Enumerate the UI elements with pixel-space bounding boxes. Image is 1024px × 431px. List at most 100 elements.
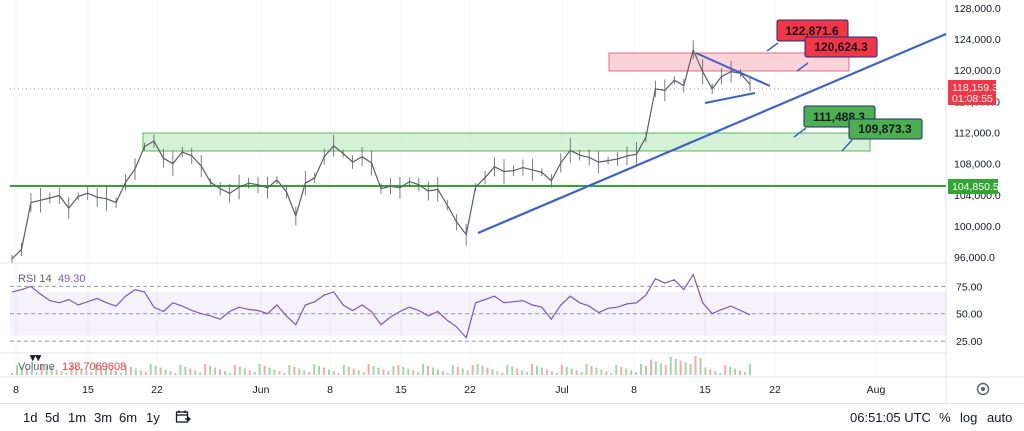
volume-bar — [714, 371, 717, 375]
volume-bar — [446, 373, 449, 375]
bottom-toolbar: 1d 5d 1m 3m 6m 1y 06:51:05 UTC % log aut… — [0, 403, 1024, 431]
volume-bar — [115, 371, 118, 375]
price-tick-label: 112,000.0 — [954, 128, 1000, 140]
timeframe-1d[interactable]: 1d — [23, 410, 38, 425]
volume-bar — [625, 368, 628, 375]
volume-bar — [85, 370, 88, 375]
volume-bar — [402, 366, 405, 375]
volume-bar — [531, 364, 534, 375]
price-countdown: 01:08:55 — [952, 93, 993, 105]
volume-bar — [610, 373, 613, 375]
volume-bar — [139, 370, 142, 375]
volume-bar — [630, 370, 633, 375]
x-tick-label: 8 — [327, 384, 333, 396]
price-tick-label: 108,000.0 — [954, 159, 1001, 171]
volume-bar — [268, 367, 271, 375]
volume-bar — [35, 372, 38, 375]
log-scale-toggle[interactable]: log — [960, 410, 978, 425]
triangle-lower-line[interactable] — [704, 92, 756, 104]
support-level-badge: 104,850.5 — [948, 179, 999, 194]
volume-bar — [298, 368, 301, 375]
volume-value: 138.7069608 — [62, 361, 126, 373]
volume-bar — [45, 365, 48, 375]
volume-bar — [179, 364, 182, 375]
rsi-label: RSI 14 — [18, 273, 52, 285]
volume-bar — [620, 366, 623, 375]
volume-bar — [273, 369, 276, 375]
volume-bar — [263, 365, 266, 375]
callout-109873[interactable]: 109,873.3 — [848, 118, 923, 140]
volume-bar — [223, 371, 226, 375]
auto-scale-toggle[interactable]: auto — [987, 410, 1013, 425]
volume-bar — [144, 372, 147, 375]
volume-bar — [233, 364, 236, 375]
volume-bar — [422, 364, 425, 375]
volume-bar — [441, 371, 444, 375]
timeframe-3m[interactable]: 3m — [94, 410, 113, 425]
volume-bar — [729, 366, 732, 375]
volume-bar — [580, 372, 583, 375]
price-tick-label: 124,000.0 — [954, 34, 1001, 46]
ascending-trendline[interactable] — [477, 32, 947, 235]
volume-bar — [615, 364, 618, 375]
timeframe-5d[interactable]: 5d — [45, 410, 60, 425]
volume-bar — [749, 364, 751, 375]
volume-bar — [75, 366, 78, 375]
volume-bar — [124, 364, 127, 375]
volume-bar — [149, 364, 152, 375]
volume-bar — [382, 369, 385, 375]
volume-bar — [709, 369, 712, 375]
gear-icon[interactable] — [976, 382, 990, 396]
volume-bar — [496, 371, 499, 375]
timeframe-1m[interactable]: 1m — [68, 410, 87, 425]
callout-120624[interactable]: 120,624.3 — [804, 36, 878, 58]
volume-label: Volume — [18, 361, 55, 373]
volume-bar — [471, 365, 474, 375]
current-price-value: 118,159.3 — [952, 82, 998, 94]
volume-bar — [204, 364, 207, 375]
volume-bar — [318, 365, 321, 375]
red-resistance-zone[interactable] — [608, 52, 850, 72]
volume-bar — [214, 367, 217, 375]
volume-bar — [699, 357, 702, 375]
x-tick-label: 22 — [151, 384, 163, 396]
volume-bar — [491, 369, 494, 375]
volume-bar — [644, 365, 647, 375]
volume-bar — [659, 363, 662, 375]
volume-bar — [724, 364, 727, 375]
price-tick-label: 120,000.0 — [954, 65, 1001, 77]
x-tick-label: 8 — [13, 384, 19, 396]
volume-bar — [105, 367, 108, 375]
volume-bar — [293, 366, 296, 375]
volume-bar — [649, 359, 652, 375]
volume-bar — [323, 367, 326, 375]
volume-bar — [60, 371, 63, 375]
percent-scale-toggle[interactable]: % — [939, 410, 951, 425]
volume-bar — [129, 366, 132, 375]
timeframe-6m[interactable]: 6m — [119, 410, 138, 425]
utc-clock[interactable]: 06:51:05 UTC — [850, 410, 931, 425]
green-support-zone[interactable] — [142, 132, 871, 152]
volume-bar — [550, 371, 553, 375]
volume-bar — [219, 369, 222, 375]
volume-bar — [719, 373, 722, 375]
volume-bar — [248, 370, 251, 375]
volume-bar — [560, 364, 563, 375]
triangle-upper-line[interactable] — [695, 52, 771, 87]
volume-bar — [20, 366, 23, 375]
rsi-tick-label: 25.00 — [956, 336, 982, 348]
volume-bar — [526, 372, 529, 375]
volume-bar — [258, 364, 261, 375]
calendar-range-icon[interactable] — [175, 409, 191, 425]
timeframe-1y[interactable]: 1y — [146, 410, 160, 425]
volume-bar — [521, 370, 524, 375]
volume-bar — [540, 367, 543, 375]
rsi-tick-label: 50.00 — [956, 309, 982, 321]
volume-bar — [347, 366, 350, 375]
volume-bar — [209, 365, 212, 375]
volume-bar — [486, 367, 489, 375]
x-tick-label: 15 — [395, 384, 407, 396]
rsi-tick-label: 75.00 — [956, 281, 982, 293]
volume-bar — [327, 369, 330, 375]
